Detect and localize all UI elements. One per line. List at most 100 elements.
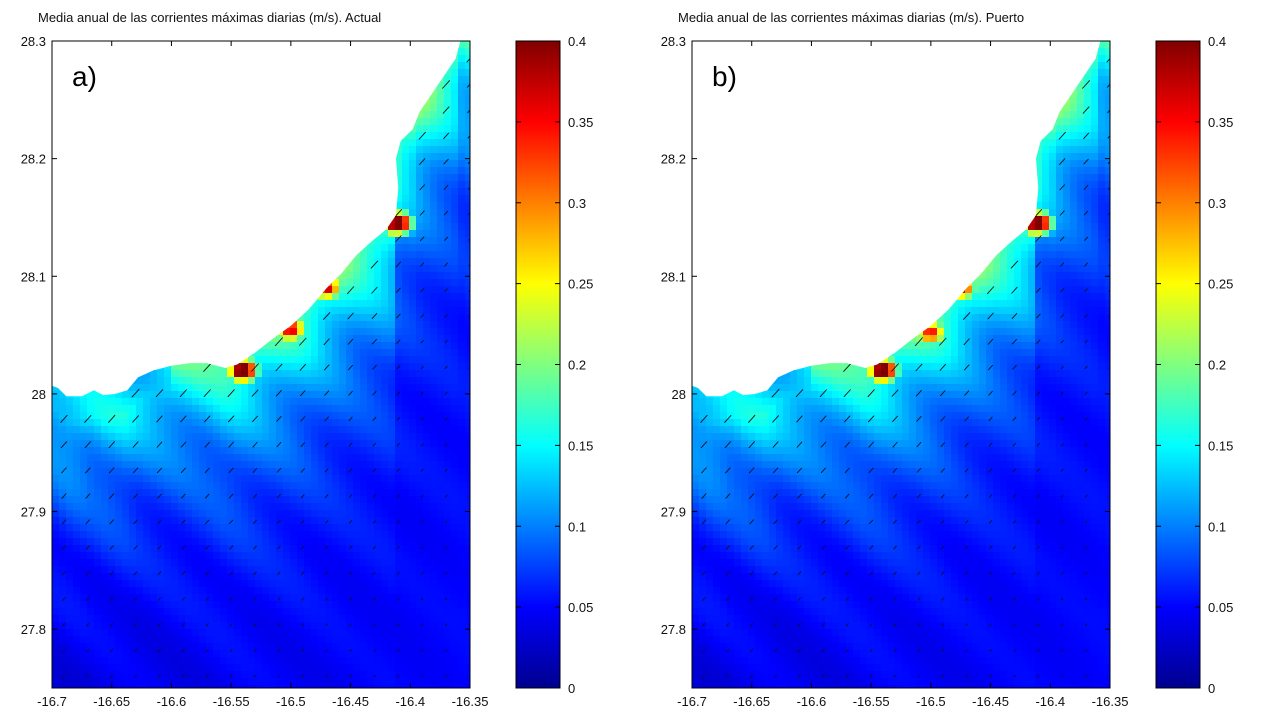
heatmap-cell	[234, 216, 242, 224]
heatmap-cell	[220, 153, 228, 161]
heatmap-cell	[325, 559, 333, 567]
heatmap-cell	[101, 447, 109, 455]
heatmap-cell	[129, 55, 137, 63]
heatmap-cell	[129, 377, 137, 385]
heatmap-cell	[192, 426, 200, 434]
heatmap-cell	[213, 111, 221, 119]
heatmap-cell	[87, 132, 95, 140]
heatmap-cell	[185, 440, 193, 448]
heatmap-cell	[52, 335, 60, 343]
heatmap-cell	[220, 370, 228, 378]
heatmap-cell	[220, 55, 228, 63]
heatmap-cell	[59, 419, 67, 427]
heatmap-cell	[87, 398, 95, 406]
heatmap-cell	[192, 671, 200, 679]
heatmap-cell	[220, 356, 228, 364]
heatmap-cell	[108, 335, 116, 343]
heatmap-cell	[178, 55, 186, 63]
heatmap-cell	[360, 90, 368, 98]
heatmap-cell	[402, 272, 410, 280]
heatmap-cell	[192, 580, 200, 588]
heatmap-cell	[269, 314, 277, 322]
heatmap-cell	[262, 461, 270, 469]
heatmap-cell	[276, 97, 284, 105]
heatmap-cell	[199, 468, 207, 476]
heatmap-cell	[157, 496, 165, 504]
heatmap-cell	[360, 230, 368, 238]
heatmap-cell	[199, 650, 207, 658]
heatmap-cell	[360, 524, 368, 532]
heatmap-cell	[325, 594, 333, 602]
heatmap-cell	[206, 377, 214, 385]
heatmap-cell	[234, 356, 242, 364]
heatmap-cell	[290, 188, 298, 196]
heatmap-cell	[297, 503, 305, 511]
heatmap-cell	[185, 643, 193, 651]
heatmap-cell	[157, 146, 165, 154]
heatmap-cell	[73, 391, 81, 399]
heatmap-cell	[227, 545, 235, 553]
heatmap-cell	[164, 384, 172, 392]
heatmap-cell	[234, 55, 242, 63]
heatmap-cell	[353, 524, 361, 532]
heatmap-cell	[304, 216, 312, 224]
heatmap-cell	[66, 370, 74, 378]
heatmap-cell	[248, 160, 256, 168]
heatmap-cell	[374, 258, 382, 266]
heatmap-cell	[164, 524, 172, 532]
heatmap-cell	[94, 678, 102, 686]
heatmap-cell	[416, 62, 424, 70]
heatmap-cell	[234, 405, 242, 413]
heatmap-cell	[269, 202, 277, 210]
heatmap-cell	[283, 664, 291, 672]
heatmap-cell	[416, 69, 424, 77]
heatmap-cell	[276, 160, 284, 168]
heatmap-cell	[164, 391, 172, 399]
heatmap-cell	[325, 97, 333, 105]
heatmap-cell	[297, 398, 305, 406]
heatmap-cell	[269, 426, 277, 434]
heatmap-cell	[59, 265, 67, 273]
heatmap-cell	[59, 111, 67, 119]
heatmap-cell	[262, 552, 270, 560]
heatmap-cell	[108, 307, 116, 315]
heatmap-cell	[115, 55, 123, 63]
heatmap-cell	[248, 328, 256, 336]
heatmap-cell	[227, 160, 235, 168]
heatmap-cell	[157, 356, 165, 364]
heatmap-cell	[108, 265, 116, 273]
heatmap-cell	[304, 265, 312, 273]
heatmap-cell	[346, 419, 354, 427]
heatmap-cell	[241, 538, 249, 546]
heatmap-cell	[255, 475, 263, 483]
heatmap-cell	[241, 41, 249, 49]
heatmap-cell	[304, 552, 312, 560]
heatmap-cell	[339, 342, 347, 350]
heatmap-cell	[248, 209, 256, 217]
heatmap-cell	[367, 48, 375, 56]
heatmap-cell	[213, 167, 221, 175]
heatmap-cell	[318, 496, 326, 504]
heatmap-cell	[395, 377, 403, 385]
heatmap-cell	[248, 349, 256, 357]
heatmap-cell	[115, 265, 123, 273]
heatmap-cell	[80, 629, 88, 637]
heatmap-cell	[101, 405, 109, 413]
heatmap-cell	[241, 356, 249, 364]
heatmap-cell	[157, 405, 165, 413]
heatmap-cell	[150, 615, 158, 623]
heatmap-cell	[178, 160, 186, 168]
heatmap-cell	[52, 384, 60, 392]
heatmap-cell	[73, 328, 81, 336]
heatmap-cell	[311, 426, 319, 434]
heatmap-cell	[227, 286, 235, 294]
heatmap-cell	[136, 251, 144, 259]
heatmap-cell	[185, 258, 193, 266]
heatmap-cell	[269, 419, 277, 427]
heatmap-cell	[416, 433, 424, 441]
heatmap-cell	[52, 664, 60, 672]
heatmap-cell	[94, 370, 102, 378]
heatmap-cell	[101, 293, 109, 301]
heatmap-cell	[248, 132, 256, 140]
heatmap-cell	[346, 118, 354, 126]
